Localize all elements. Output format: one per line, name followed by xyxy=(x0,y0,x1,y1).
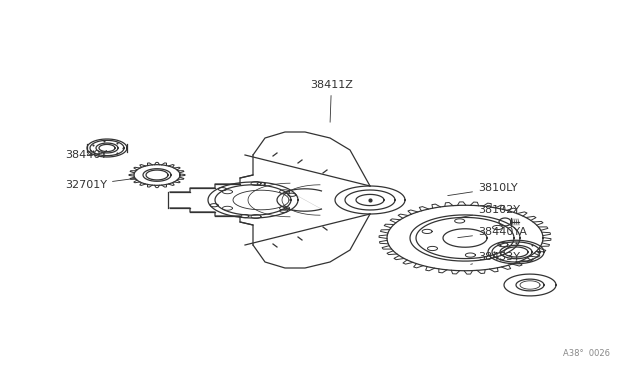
Text: 38411Z: 38411Z xyxy=(310,80,353,122)
Text: 38102Y: 38102Y xyxy=(461,205,520,218)
Text: 38440YA: 38440YA xyxy=(458,227,527,238)
Text: 38440Y: 38440Y xyxy=(65,150,107,160)
Text: 32701Y: 32701Y xyxy=(65,178,135,190)
Text: 38453Y: 38453Y xyxy=(470,252,520,264)
Text: A38°  0026: A38° 0026 xyxy=(563,349,610,358)
Text: 3810LY: 3810LY xyxy=(448,183,518,196)
